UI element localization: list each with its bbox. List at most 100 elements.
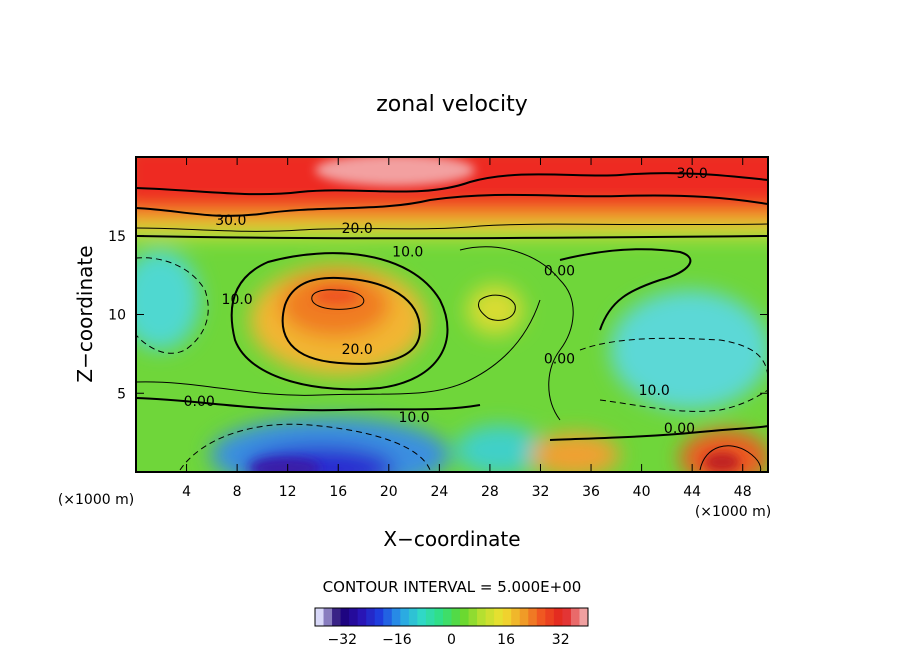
contour-line <box>699 445 762 472</box>
x-axis-right-unit: (×1000 m) <box>695 504 771 520</box>
y-tick-label: 15 <box>108 229 126 245</box>
colorbar-cell <box>400 608 410 626</box>
colorbar-cell <box>332 608 342 626</box>
field-deep-cold <box>250 458 320 472</box>
colorbar-cell <box>579 608 589 626</box>
contour-label: 0.00 <box>544 352 575 368</box>
colorbar-tick-label: 0 <box>447 632 456 648</box>
contour-label: 20.0 <box>342 342 373 358</box>
heatmap-field <box>136 157 768 472</box>
colorbar-cell <box>315 608 325 626</box>
colorbar-cell <box>442 608 452 626</box>
y-axis-label: Z−coordinate <box>73 245 97 382</box>
field-cold-mid <box>455 425 545 472</box>
colorbar-cell <box>357 608 367 626</box>
field-warm-core-inner <box>280 273 390 337</box>
colorbar-cell <box>502 608 512 626</box>
x-tick-label: 28 <box>481 484 499 500</box>
field-cold-right <box>610 290 768 410</box>
colorbar-cell <box>417 608 427 626</box>
contour-label: 10.0 <box>639 383 670 399</box>
contour-label: 10.0 <box>398 410 429 426</box>
colorbar-cell <box>408 608 418 626</box>
contour-line <box>549 425 768 441</box>
contour-line <box>477 294 516 321</box>
colorbar-cell <box>511 608 521 626</box>
contour-label: 10.0 <box>222 292 253 308</box>
colorbar-cell <box>451 608 461 626</box>
x-tick-label: 4 <box>182 484 191 500</box>
colorbar-cell <box>570 608 580 626</box>
contour-label: 0.00 <box>664 421 695 437</box>
colorbar-frame <box>314 607 589 627</box>
contour-line <box>311 289 365 310</box>
contour-line <box>136 223 768 232</box>
x-tick-label: 24 <box>430 484 448 500</box>
field-warm-bottom-mid <box>530 433 620 472</box>
colorbar-ticks: −32 −16 0 16 32 <box>328 632 570 648</box>
contour-lines <box>136 172 768 472</box>
contour-line <box>281 276 422 365</box>
contour-line <box>599 389 768 412</box>
x-tick-label: 16 <box>329 484 347 500</box>
colorbar-cell <box>374 608 384 626</box>
x-axis-ticks: 4 8 12 16 20 24 28 32 36 40 44 48 <box>182 157 752 500</box>
x-tick-label: 32 <box>532 484 550 500</box>
contour-label: 10.0 <box>392 245 423 261</box>
colorbar-cell <box>340 608 350 626</box>
colorbar <box>315 608 589 626</box>
contour-line <box>136 235 768 240</box>
contour-line <box>136 257 209 354</box>
chart-title: zonal velocity <box>376 92 528 117</box>
y-axis-ticks: 5 10 15 <box>108 229 768 402</box>
colorbar-cell <box>383 608 393 626</box>
colorbar-cell <box>391 608 401 626</box>
contour-line <box>136 397 481 412</box>
field-yellow-mid <box>467 285 523 335</box>
contour-line <box>230 252 449 391</box>
colorbar-cell <box>562 608 572 626</box>
contour-line <box>459 246 574 421</box>
x-tick-label: 20 <box>380 484 398 500</box>
x-axis-label: X−coordinate <box>383 527 520 551</box>
colorbar-cell <box>434 608 444 626</box>
contour-label: 30.0 <box>677 166 708 182</box>
contour-label: 0.00 <box>544 263 575 279</box>
x-tick-label: 48 <box>734 484 752 500</box>
colorbar-cell <box>545 608 555 626</box>
colorbar-cell <box>528 608 538 626</box>
contour-interval-text: CONTOUR INTERVAL = 5.000E+00 <box>323 578 582 596</box>
x-tick-label: 44 <box>683 484 701 500</box>
field-hot-bottom-right <box>704 452 740 472</box>
colorbar-tick-label: −32 <box>328 632 358 648</box>
x-tick-label: 36 <box>582 484 600 500</box>
contour-line <box>559 248 692 331</box>
colorbar-cell <box>468 608 478 626</box>
x-axis-left-unit: (×1000 m) <box>58 492 134 508</box>
contour-label: 0.00 <box>184 394 215 410</box>
colorbar-cell <box>536 608 546 626</box>
contour-line <box>136 299 541 396</box>
contour-line <box>136 193 768 217</box>
x-tick-label: 12 <box>279 484 297 500</box>
contour-labels: 30.0 30.0 20.0 10.0 0.00 10.0 20.0 0.00 0.00 10.0… <box>184 166 708 437</box>
colorbar-tick-label: 16 <box>497 632 515 648</box>
colorbar-cell <box>425 608 435 626</box>
colorbar-cell <box>485 608 495 626</box>
contour-label: 30.0 <box>215 213 246 229</box>
colorbar-cell <box>494 608 504 626</box>
colorbar-cell <box>323 608 333 626</box>
colorbar-cell <box>460 608 470 626</box>
y-tick-label: 10 <box>108 308 126 324</box>
field-peak-core <box>314 288 358 304</box>
field-hot-top <box>315 157 475 186</box>
colorbar-cell <box>366 608 376 626</box>
y-tick-label: 5 <box>117 386 126 402</box>
field-cold-left <box>136 250 200 350</box>
field-upper-band-yellow <box>136 225 768 237</box>
field-warm-bottom-right <box>680 430 768 472</box>
x-tick-label: 8 <box>233 484 242 500</box>
colorbar-cell <box>477 608 487 626</box>
colorbar-cell <box>519 608 529 626</box>
